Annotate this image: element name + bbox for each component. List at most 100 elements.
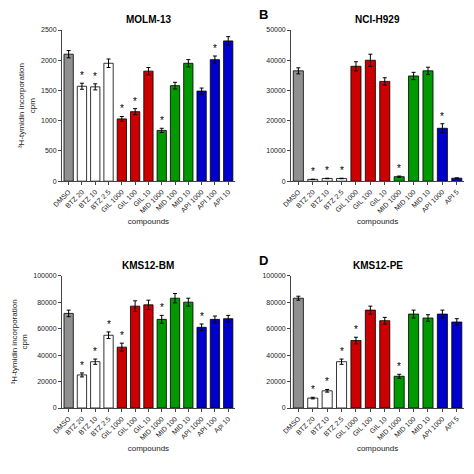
svg-text:DMSO: DMSO <box>282 415 302 435</box>
svg-text:BTZ 20: BTZ 20 <box>295 188 316 209</box>
svg-text:API 1000: API 1000 <box>179 415 204 440</box>
svg-text:API 1000: API 1000 <box>179 188 204 213</box>
svg-text:MID 100: MID 100 <box>155 188 179 212</box>
svg-text:*: * <box>200 311 204 322</box>
svg-text:DMSO: DMSO <box>52 415 72 435</box>
svg-text:BTZ 10: BTZ 10 <box>77 415 98 436</box>
svg-text:KMS12-BM: KMS12-BM <box>122 260 174 271</box>
svg-text:2000: 2000 <box>41 57 57 64</box>
svg-text:*: * <box>107 319 111 330</box>
svg-text:GIL 1000: GIL 1000 <box>100 188 125 213</box>
svg-text:NCI-H929: NCI-H929 <box>355 14 400 25</box>
svg-text:*: * <box>93 346 97 357</box>
svg-text:MID 100: MID 100 <box>155 415 179 439</box>
svg-text:40000: 40000 <box>266 352 286 359</box>
svg-text:0: 0 <box>53 178 57 185</box>
svg-text:*: * <box>311 166 315 177</box>
svg-text:compounds: compounds <box>357 217 398 226</box>
svg-text:1500: 1500 <box>41 87 57 94</box>
svg-text:20000: 20000 <box>266 378 286 385</box>
svg-text:*: * <box>340 165 344 176</box>
svg-text:MID 1000: MID 1000 <box>138 188 164 214</box>
svg-text:DMSO: DMSO <box>282 188 302 208</box>
svg-text:BTZ 10: BTZ 10 <box>309 188 330 209</box>
svg-text:API 10: API 10 <box>212 188 232 208</box>
svg-text:80000: 80000 <box>266 299 286 306</box>
svg-text:GIL 100: GIL 100 <box>116 188 138 210</box>
svg-text:*: * <box>80 360 84 371</box>
svg-text:0: 0 <box>282 404 286 411</box>
svg-text:*: * <box>160 115 164 126</box>
svg-text:GIL 100: GIL 100 <box>351 415 373 437</box>
svg-text:compounds: compounds <box>357 444 398 453</box>
svg-text:*: * <box>397 361 401 372</box>
svg-text:BTZ 2.5: BTZ 2.5 <box>322 415 345 438</box>
svg-text:*: * <box>440 111 444 122</box>
svg-text:40000: 40000 <box>266 57 286 64</box>
svg-text:20000: 20000 <box>266 117 286 124</box>
svg-text:MID 1000: MID 1000 <box>138 415 164 441</box>
svg-text:*: * <box>354 324 358 335</box>
svg-text:60000: 60000 <box>37 325 57 332</box>
svg-text:B: B <box>259 7 268 22</box>
svg-text:GIL 10: GIL 10 <box>132 415 152 435</box>
svg-text:MID 10: MID 10 <box>171 188 192 209</box>
svg-text:GIL 100: GIL 100 <box>116 415 138 437</box>
svg-text:MID 10: MID 10 <box>410 188 431 209</box>
svg-text:API 5: API 5 <box>443 188 460 205</box>
svg-text:API 1000: API 1000 <box>420 415 445 440</box>
svg-text:MOLM-13: MOLM-13 <box>126 14 171 25</box>
svg-text:10000: 10000 <box>266 147 286 154</box>
svg-text:GIL 1000: GIL 1000 <box>334 415 359 440</box>
svg-text:GIL 1000: GIL 1000 <box>100 415 125 440</box>
svg-text:Api 10: Api 10 <box>212 415 232 435</box>
svg-text:API 5: API 5 <box>443 415 460 432</box>
svg-text:MID 10: MID 10 <box>171 415 192 436</box>
svg-text:*: * <box>311 384 315 395</box>
svg-text:BTZ 20: BTZ 20 <box>64 415 85 436</box>
svg-text:*: * <box>325 165 329 176</box>
svg-text:30000: 30000 <box>266 87 286 94</box>
svg-text:compounds: compounds <box>128 217 169 226</box>
svg-text:500: 500 <box>45 147 57 154</box>
svg-text:*: * <box>93 71 97 82</box>
svg-text:MID 10: MID 10 <box>410 415 431 436</box>
svg-text:*: * <box>325 376 329 387</box>
svg-text:GIL 10: GIL 10 <box>132 188 152 208</box>
svg-text:0: 0 <box>282 178 286 185</box>
svg-text:MID 100: MID 100 <box>393 415 417 439</box>
svg-text:MID 1000: MID 1000 <box>376 415 402 441</box>
svg-text:*: * <box>160 302 164 313</box>
svg-text:80000: 80000 <box>37 299 57 306</box>
svg-text:BTZ 10: BTZ 10 <box>77 188 98 209</box>
svg-text:BTZ 2.5: BTZ 2.5 <box>89 415 112 438</box>
svg-text:MID 1000: MID 1000 <box>376 188 402 214</box>
svg-text:DMSO: DMSO <box>52 188 72 208</box>
svg-text:*: * <box>120 103 124 114</box>
svg-text:*: * <box>397 163 401 174</box>
svg-text:BTZ 20: BTZ 20 <box>64 188 85 209</box>
svg-text:API 1000: API 1000 <box>420 188 445 213</box>
svg-text:50000: 50000 <box>266 26 286 33</box>
svg-text:100000: 100000 <box>262 272 285 279</box>
svg-text:*: * <box>80 70 84 81</box>
svg-text:40000: 40000 <box>37 352 57 359</box>
svg-text:API 100: API 100 <box>196 188 219 211</box>
svg-text:BTZ 20: BTZ 20 <box>295 415 316 436</box>
svg-text:BTZ 2.5: BTZ 2.5 <box>322 188 345 211</box>
svg-text:BTZ 2.5: BTZ 2.5 <box>89 188 112 211</box>
svg-text:GIL 10: GIL 10 <box>368 415 388 435</box>
svg-text:100000: 100000 <box>33 272 56 279</box>
svg-text:GIL 10: GIL 10 <box>368 188 388 208</box>
svg-text:compounds: compounds <box>128 444 169 453</box>
svg-text:API 100: API 100 <box>196 415 219 438</box>
svg-text:*: * <box>120 330 124 341</box>
svg-text:*: * <box>133 96 137 107</box>
svg-text:2500: 2500 <box>41 26 57 33</box>
svg-text:GIL 100: GIL 100 <box>351 188 373 210</box>
svg-text:D: D <box>259 253 268 268</box>
svg-text:1000: 1000 <box>41 117 57 124</box>
svg-text:MID 100: MID 100 <box>393 188 417 212</box>
svg-text:KMS12-PE: KMS12-PE <box>353 260 403 271</box>
svg-text:*: * <box>340 346 344 357</box>
